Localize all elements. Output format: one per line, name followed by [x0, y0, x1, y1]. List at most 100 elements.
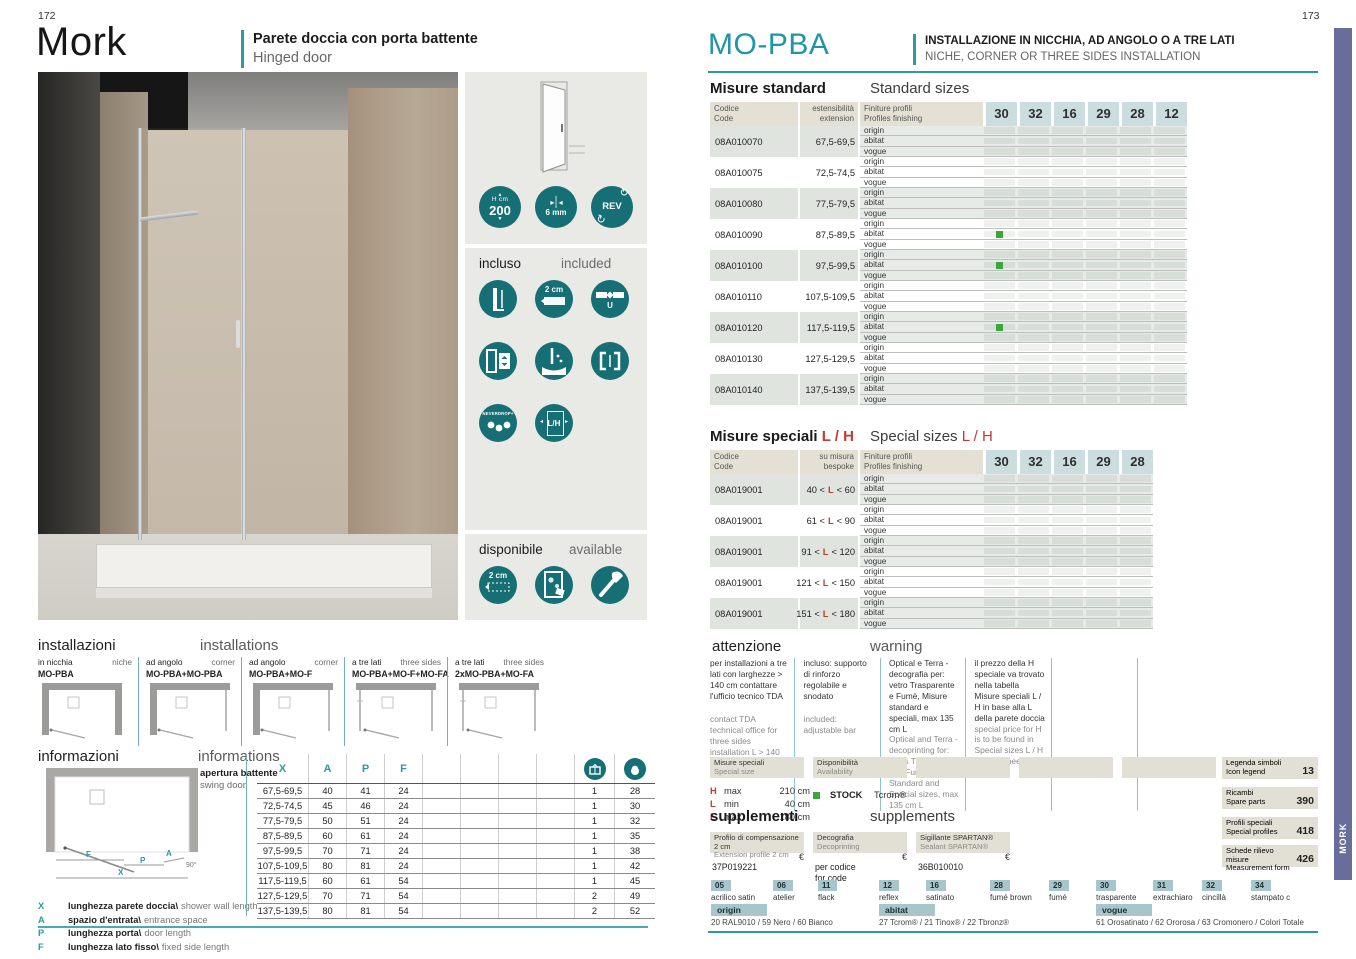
feature-block: ▲ H cm 200 ▼ ▸│◂ 6 mm ↻ REV ↻ — [465, 72, 647, 244]
table-cell: 24 — [385, 859, 423, 873]
size-table-header: Codice Code su misura bespoke Finiture profi… — [710, 450, 1153, 474]
bottom-rule-left — [38, 926, 648, 928]
brand-tab: MORK — [1334, 28, 1352, 880]
availability-cell — [984, 292, 1015, 300]
availability-cell — [1018, 527, 1049, 534]
finish-row: vogue — [860, 208, 1187, 219]
availability-cell — [1154, 137, 1185, 145]
size-row: 08A010120 117,5-119,5 origin abitat vogue — [710, 312, 1187, 343]
packages-cell: 1 — [575, 784, 615, 798]
finish-row: origin — [860, 157, 1187, 168]
availability-cell — [1120, 241, 1151, 248]
availability-cell — [1086, 189, 1117, 196]
extension-cell: 137,5-139,5 — [800, 374, 858, 405]
curve-arrow-icon: ↻ — [617, 185, 630, 201]
installation-code: MO-PBA+MO-PBA — [146, 669, 223, 679]
availability-cell — [984, 272, 1015, 279]
availability-cell — [1018, 199, 1049, 207]
extension-cell: 87,5-89,5 — [815, 229, 855, 240]
dim-a-label: A — [166, 849, 172, 858]
availability-cell — [1120, 537, 1151, 544]
glass-legend: 05 acrilico satin 06 atelier 11 flack 12 reflex… — [710, 880, 1320, 902]
availability-cell — [1086, 292, 1117, 300]
finish-area: origin abitat vogue — [860, 598, 1153, 629]
availability-cell — [1052, 334, 1083, 341]
installation-type-it: a tre lati — [455, 657, 485, 667]
table-cell: 67,5-69,5 — [257, 784, 309, 798]
availability-cell — [1018, 148, 1049, 155]
availability-cell — [1086, 475, 1117, 482]
warning-title-en: warning — [870, 638, 923, 655]
supplement-label-en: Extension profile 2 cm — [714, 850, 789, 860]
availability-cell — [1120, 189, 1151, 196]
availability-cell — [1154, 261, 1185, 269]
availability-cell — [984, 344, 1015, 351]
warning-text-en: included: adjustable bar — [803, 714, 857, 735]
availability-cell — [1052, 220, 1083, 227]
shower-tray-edge — [96, 588, 432, 598]
availability-cell — [1120, 148, 1151, 155]
availability-cell — [1052, 127, 1083, 134]
installation-code: MO-PBA+MO-F — [249, 669, 313, 679]
finish-label: origin — [864, 343, 885, 353]
table-cell — [423, 874, 461, 888]
availability-cell — [1018, 323, 1049, 331]
extension-cell: 67,5-69,5 — [800, 126, 858, 157]
included-block: incluso included 2 cm U — [465, 248, 647, 530]
curve-arrow-icon: ↻ — [594, 212, 608, 228]
availability-cell — [984, 241, 1015, 248]
availability-cell — [1086, 282, 1117, 289]
availability-cell — [1154, 272, 1185, 279]
available-title-en: available — [569, 542, 623, 557]
finish-label: origin — [864, 598, 885, 608]
glass-type: 06 atelier — [773, 880, 795, 902]
packages-cell: 1 — [575, 799, 615, 813]
finish-label: origin — [864, 219, 885, 229]
finish-row: abitat — [860, 136, 1187, 147]
finish-row: origin — [860, 567, 1153, 578]
availability-cell — [984, 261, 1015, 269]
installation-type-en: three sides — [503, 657, 544, 667]
availability-cell — [1018, 537, 1049, 544]
installation-type-en: corner — [211, 657, 235, 667]
table-cell: 24 — [385, 814, 423, 828]
lh-box — [547, 411, 564, 436]
warning-text-it: Optical e Terra - decografia per: vetro … — [888, 658, 955, 734]
size-row: 08A010075 72,5-74,5 origin abitat vogue — [710, 157, 1187, 188]
availability-cell — [1018, 485, 1049, 493]
warning-text-it: il prezzo della H speciale va trovato ne… — [974, 658, 1045, 723]
table-cell — [499, 814, 537, 828]
table-row: 97,5-99,5 70 71 24 1 38 — [257, 844, 655, 859]
availability-cell — [1154, 375, 1185, 382]
glass-type: 32 cincillà — [1202, 880, 1226, 902]
stock-marker — [996, 230, 1003, 238]
availability-cell — [1052, 354, 1083, 362]
availability-cell — [984, 313, 1015, 320]
supplement-label-en: Sealant SPARTAN® — [920, 841, 989, 851]
availability-cell — [1052, 396, 1083, 403]
finish-label: vogue — [864, 208, 887, 218]
table-cell — [461, 829, 499, 843]
availability-cell — [1052, 199, 1083, 207]
product-subtitle: Parete doccia con porta battente Hinged … — [241, 30, 478, 68]
height-value-label: 200 — [489, 203, 511, 219]
supplement-label-it: Sigillante SPARTAN® — [920, 833, 994, 842]
finish-family: abitat 27 Tcrom® / 21 Tinox® / 22 Tbronz® — [879, 904, 1009, 927]
size-row: 08A019001 61 < L < 90 origin abitat vogue — [710, 505, 1153, 536]
availability-cell — [1086, 230, 1117, 238]
weight-cell: 32 — [629, 816, 641, 826]
glass-code-chip: 31 — [1153, 880, 1173, 891]
table-cell: 45 — [309, 799, 347, 813]
installation-type: ad angolo corner — [146, 657, 235, 667]
weight-cell: 42 — [629, 861, 641, 871]
size-column-header: 28 — [1122, 450, 1153, 474]
availability-cell — [1086, 620, 1117, 627]
finish-family-desc: 20 RAL9010 / 59 Nero / 60 Bianco — [711, 918, 833, 927]
availability-cell — [1154, 168, 1185, 176]
availability-cell — [1052, 589, 1083, 596]
included-title-en: included — [561, 256, 612, 271]
glass-type: 29 fumé — [1049, 880, 1069, 902]
finish-row: abitat — [860, 515, 1153, 526]
